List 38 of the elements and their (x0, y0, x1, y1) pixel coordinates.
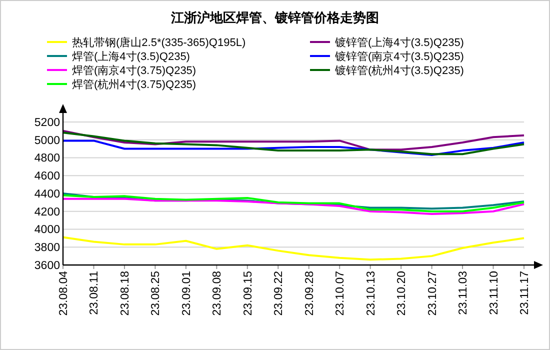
line-series (62, 130, 525, 151)
legend-label: 镀锌管(南京4寸(3.5)Q235) (334, 50, 464, 63)
x-tick-label: 23.09.08 (212, 271, 224, 316)
legend-label: 热轧带钢(唐山2.5*(335-365)Q195L) (72, 36, 246, 49)
x-tick-label: 23.08.11 (88, 271, 101, 315)
line-series (62, 198, 525, 216)
y-tick-label: 5000 (34, 134, 60, 147)
y-tick-label: 3800 (34, 242, 60, 254)
chart-title: 江浙沪地区焊管、镀锌管价格走势图 (170, 10, 379, 25)
line-series (62, 140, 525, 156)
y-tick-label: 5200 (34, 116, 60, 129)
y-tick-label: 4200 (34, 206, 60, 218)
x-tick-label: 23.11.10 (488, 271, 500, 315)
x-tick-label: 23.10.27 (426, 271, 439, 316)
x-tick-label: 23.10.07 (334, 271, 347, 316)
y-tick-label: 4400 (34, 188, 60, 200)
y-tick-label: 4000 (34, 224, 60, 236)
y-tick-label: 4600 (34, 170, 60, 183)
y-tick-label: 4800 (34, 152, 60, 165)
x-tick-label: 23.09.28 (304, 271, 316, 316)
x-tick-label: 23.10.20 (396, 271, 408, 316)
x-tick-label: 23.11.17 (519, 271, 531, 315)
x-tick-label: 23.10.13 (365, 271, 378, 316)
line-series (62, 236, 525, 261)
x-tick-label: 23.11.03 (458, 271, 470, 315)
x-tick-label: 23.09.15 (242, 271, 254, 316)
x-tick-label: 23.09.01 (180, 271, 193, 316)
legend-label: 焊管(杭州4寸(3.75)Q235) (72, 78, 196, 91)
line-series (62, 132, 525, 156)
x-tick-label: 23.09.22 (273, 271, 286, 316)
legend-label: 焊管(南京4寸(3.75)Q235) (72, 64, 196, 77)
x-tick-label: 23.08.04 (58, 270, 70, 316)
y-tick-label: 3600 (34, 260, 60, 272)
x-tick-label: 23.08.18 (119, 271, 132, 316)
legend-label: 镀锌管(杭州4寸(3.5)Q235) (334, 64, 464, 77)
x-tick-label: 23.08.25 (150, 271, 162, 316)
legend-label: 镀锌管(上海4寸(3.5)Q235) (334, 36, 464, 49)
legend-label: 焊管(上海4寸(3.5)Q235) (72, 50, 190, 63)
